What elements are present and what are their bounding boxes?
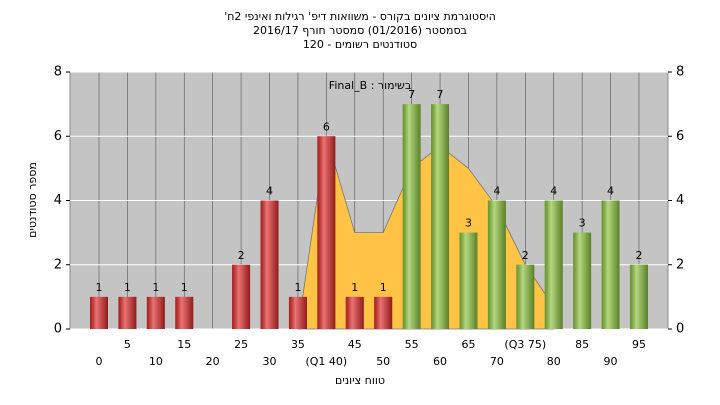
y2-tick-label: 0 <box>676 322 684 337</box>
x-tick-label: 50 <box>376 355 390 368</box>
x-tick-label: 30 <box>263 355 277 368</box>
data-label: 2 <box>522 249 529 262</box>
data-label: 1 <box>294 281 301 294</box>
data-label: 3 <box>579 217 586 230</box>
data-label: 6 <box>323 120 330 133</box>
bar-shade <box>345 296 364 329</box>
y-tick-label: 4 <box>54 193 62 208</box>
bar-shade <box>629 264 648 329</box>
y-tick-label: 8 <box>54 65 62 80</box>
bar-shade <box>146 296 165 329</box>
bar-shade <box>544 200 563 329</box>
data-label: 1 <box>380 281 387 294</box>
data-label: 4 <box>493 185 500 198</box>
data-label: 2 <box>238 249 245 262</box>
bar-shade <box>459 232 478 329</box>
x-tick-label: 80 <box>547 355 561 368</box>
y2-tick-label: 2 <box>676 257 684 272</box>
x-tick-label: 35 <box>291 338 305 351</box>
bar-shade <box>260 200 279 329</box>
chart-title: 'היסטוגרמת ציונים בקורס - משוואות דיפ' ר… <box>224 10 496 23</box>
bar-shade <box>487 200 506 329</box>
data-label: 7 <box>408 88 415 101</box>
y-tick-label: 6 <box>54 129 62 144</box>
y-axis-label: מספר סטודנטים <box>26 162 39 238</box>
data-label: 1 <box>152 281 159 294</box>
data-label: 3 <box>465 217 472 230</box>
bar-shade <box>232 264 251 329</box>
bar-shade <box>118 296 137 329</box>
bar-shade <box>288 296 307 329</box>
data-label: 1 <box>124 281 131 294</box>
bar-shade <box>573 232 592 329</box>
data-label: 1 <box>181 281 188 294</box>
x-tick-label: (Q3 75) <box>504 338 546 351</box>
x-tick-label: 45 <box>348 338 362 351</box>
x-tick-label: 0 <box>96 355 103 368</box>
annotation: Final_B : בשימור <box>329 79 411 92</box>
x-tick-label: 70 <box>490 355 504 368</box>
data-label: 2 <box>635 249 642 262</box>
x-tick-label: 20 <box>206 355 220 368</box>
y2-tick-label: 8 <box>676 65 684 80</box>
y2-tick-label: 4 <box>676 193 684 208</box>
bar-shade <box>601 200 620 329</box>
x-tick-label: 15 <box>177 338 191 351</box>
bar-shade <box>402 104 421 329</box>
chart-subtitle: סטודנטים רשומים - 120 <box>303 38 417 51</box>
bar-shade <box>90 296 108 329</box>
x-tick-label: 95 <box>632 338 646 351</box>
x-tick-label: 5 <box>124 338 131 351</box>
data-label: 1 <box>351 281 358 294</box>
bar-shade <box>374 296 393 329</box>
bar-shade <box>431 104 450 329</box>
data-label: 4 <box>266 185 273 198</box>
x-tick-label: 25 <box>234 338 248 351</box>
data-label: 4 <box>607 185 614 198</box>
y-tick-label: 0 <box>54 322 62 337</box>
x-tick-label: 60 <box>433 355 447 368</box>
x-tick-label: (Q1 40) <box>305 355 347 368</box>
y-tick-label: 2 <box>54 257 62 272</box>
bar-shade <box>516 264 535 329</box>
x-axis-label: טווח ציונים <box>335 374 385 387</box>
x-tick-label: 65 <box>461 338 475 351</box>
x-tick-label: 85 <box>575 338 589 351</box>
bar-shade <box>175 296 194 329</box>
data-label: 4 <box>550 185 557 198</box>
bar-shade <box>317 136 336 329</box>
x-tick-label: 55 <box>405 338 419 351</box>
x-tick-label: 90 <box>604 355 618 368</box>
data-label: 1 <box>96 281 103 294</box>
data-label: 7 <box>437 88 444 101</box>
x-tick-label: 10 <box>149 355 163 368</box>
y2-tick-label: 6 <box>676 129 684 144</box>
chart-subtitle: בסמסטר (01/2016) סמסטר חורף 2016/17 <box>253 24 467 37</box>
